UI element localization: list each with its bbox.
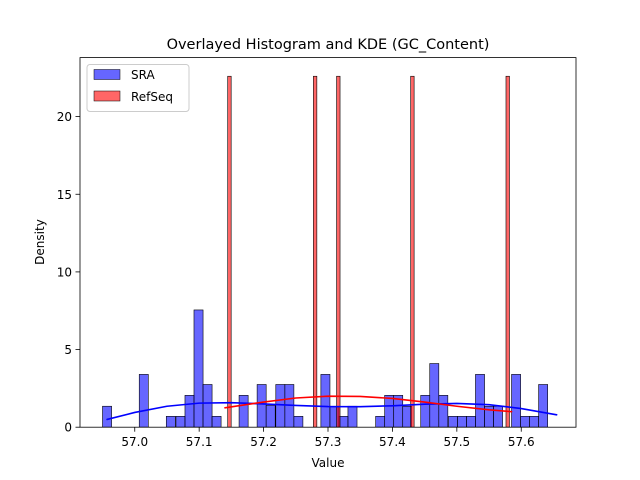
sra-bar <box>420 395 431 428</box>
x-tick-label: 57.3 <box>315 435 342 449</box>
kde-line-sra <box>106 401 558 421</box>
sra-bar <box>538 384 548 428</box>
refseq-bar <box>336 75 341 428</box>
x-tick-label: 57.0 <box>121 435 148 449</box>
x-tick-label: 57.1 <box>186 435 213 449</box>
sra-bar <box>211 416 222 428</box>
sra-bar <box>265 405 276 428</box>
sra-bar <box>175 416 186 428</box>
sra-bar <box>375 416 386 428</box>
legend: SRA RefSeq <box>86 64 190 112</box>
legend-label-refseq: RefSeq <box>131 90 173 104</box>
sra-bar <box>429 363 440 428</box>
y-tick-label: 5 <box>64 343 72 357</box>
sra-bar <box>193 309 204 428</box>
refseq-bar <box>227 75 232 428</box>
y-tick-label: 0 <box>64 421 72 435</box>
kde-lines <box>106 395 558 421</box>
sra-bar <box>466 416 476 428</box>
x-tick-label: 57.2 <box>250 435 277 449</box>
chart-title: Overlayed Histogram and KDE (GC_Content) <box>167 37 490 53</box>
sra-bar <box>438 395 449 428</box>
sra-bar <box>202 384 213 428</box>
sra-bar <box>457 416 467 428</box>
sra-bar <box>529 416 539 428</box>
y-axis-ticks: 0 5 10 15 20 <box>57 110 80 435</box>
y-axis-label: Density <box>33 219 47 265</box>
sra-bar <box>493 405 503 428</box>
sra-bar <box>520 416 530 428</box>
sra-bar <box>138 374 149 428</box>
sra-bar <box>184 395 195 428</box>
sra-bar <box>384 395 395 428</box>
sra-bar <box>238 395 249 428</box>
x-axis-label: Value <box>312 456 345 470</box>
sra-bar <box>293 416 304 428</box>
sra-bar <box>347 405 358 428</box>
y-tick-label: 15 <box>57 188 72 202</box>
kde-line-refseq <box>224 395 513 413</box>
legend-swatch-sra <box>93 69 121 80</box>
x-tick-label: 57.6 <box>508 435 535 449</box>
y-tick-label: 10 <box>57 265 72 279</box>
refseq-bar <box>410 75 415 428</box>
sra-bar <box>320 374 331 428</box>
sra-bar <box>102 405 112 428</box>
sra-bar <box>511 374 521 428</box>
x-axis-ticks: 57.0 57.1 57.2 57.3 57.4 57.5 57.6 <box>121 427 535 449</box>
legend-swatch-refseq <box>93 90 121 102</box>
sra-bar <box>448 416 458 428</box>
sra-bar <box>256 384 267 428</box>
refseq-bar <box>313 75 318 428</box>
legend-label-sra: SRA <box>131 68 155 82</box>
refseq-bars <box>227 75 510 428</box>
sra-bar <box>275 384 286 428</box>
sra-bar <box>475 374 485 428</box>
sra-bar <box>165 416 176 428</box>
x-tick-label: 57.5 <box>443 435 470 449</box>
refseq-bar <box>505 75 510 428</box>
y-tick-label: 20 <box>57 110 72 124</box>
x-tick-label: 57.4 <box>379 435 406 449</box>
